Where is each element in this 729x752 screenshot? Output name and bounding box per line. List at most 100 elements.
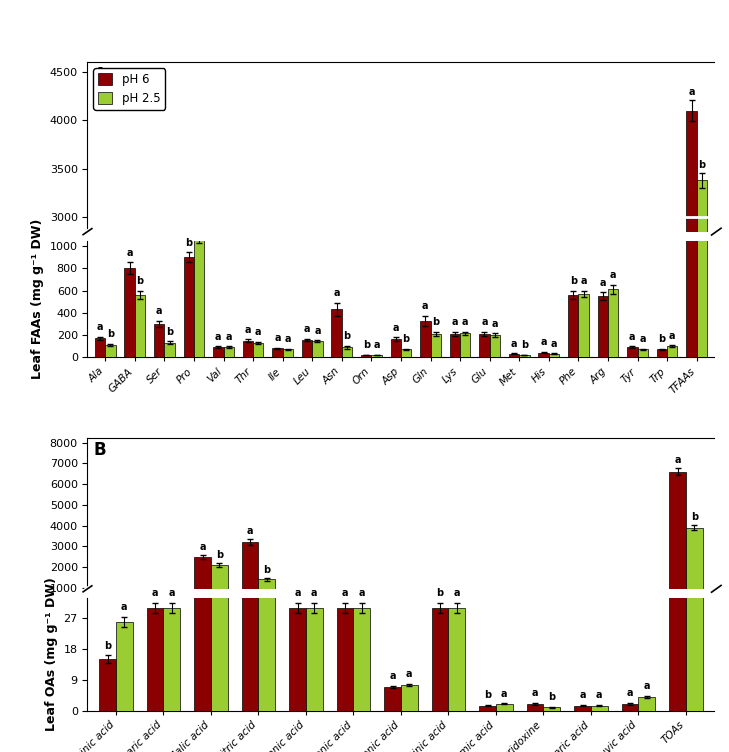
Bar [460,487,470,507]
Bar [391,339,401,357]
Text: a: a [452,317,458,327]
Text: b: b [107,329,114,339]
Bar [105,345,116,357]
Bar [211,565,227,608]
Text: b: b [569,277,577,287]
Bar [638,350,648,357]
Bar [450,487,460,507]
Bar [568,295,578,357]
Bar [450,334,460,357]
Text: b: b [432,317,440,327]
Text: a: a [304,324,311,334]
Bar [431,487,441,507]
Bar [342,499,352,507]
Text: a: a [215,332,222,341]
Bar [697,0,707,357]
Bar [253,495,263,507]
Bar [194,240,204,357]
Bar [420,475,431,507]
Text: a: a [333,288,340,298]
Text: a: a [596,690,602,701]
Bar [306,608,322,711]
Bar [598,296,608,357]
Bar [164,495,175,507]
Text: B: B [94,441,106,459]
Bar [105,496,116,507]
Bar [154,478,164,507]
Text: b: b [690,512,698,522]
Bar [154,324,164,357]
Bar [312,493,322,507]
Text: b: b [548,692,555,702]
Bar [354,608,370,711]
Bar [184,420,194,507]
Bar [622,704,639,711]
Bar [639,697,655,711]
Text: a: a [481,317,488,327]
Bar [479,487,490,507]
Text: b: b [166,327,173,337]
Text: a: a [392,323,399,333]
Bar [401,350,411,357]
Bar [480,705,496,711]
Bar [432,608,448,711]
Bar [431,334,441,357]
Bar [669,472,686,608]
Bar [135,295,145,357]
Bar [211,0,227,711]
Bar [667,498,677,507]
Bar [519,355,529,357]
Text: a: a [629,332,636,341]
Text: b: b [343,331,351,341]
Y-axis label: Leaf OAs (mg g⁻¹ DW): Leaf OAs (mg g⁻¹ DW) [45,578,58,731]
Text: a: a [389,672,396,681]
Text: a: a [422,301,429,311]
Bar [243,493,253,507]
Text: a: a [501,689,507,699]
Bar [638,500,648,507]
Bar [686,0,697,357]
Bar [195,556,211,608]
Text: a: a [599,277,606,287]
Bar [509,505,519,507]
Bar [312,341,322,357]
Bar [420,320,431,357]
Text: a: a [639,334,646,344]
Bar [591,705,607,711]
Text: $\nearrow$: $\nearrow$ [0,751,1,752]
Text: a: a [342,589,348,599]
Bar [448,608,465,711]
Bar [147,608,163,711]
Bar [519,505,529,507]
Bar [283,350,293,357]
Bar [273,348,283,357]
Text: b: b [136,277,144,287]
Text: b: b [263,565,270,575]
Text: a: a [688,86,695,97]
Bar [391,492,401,507]
Bar [539,353,549,357]
Text: a: a [152,589,158,599]
Text: a: a [295,589,301,599]
Bar [195,0,211,711]
Text: a: a [540,338,547,347]
Text: b: b [658,334,666,344]
Bar [273,499,283,507]
Bar [125,430,135,507]
Bar [95,338,105,357]
Bar [163,608,180,711]
Bar [135,453,145,507]
Bar [549,505,559,507]
Bar [578,452,589,507]
Text: a: a [669,331,676,341]
Bar [608,290,618,357]
Bar [116,622,133,711]
Text: a: a [359,589,365,599]
Bar [243,341,253,357]
Text: b: b [521,340,528,350]
Text: a: a [462,317,469,327]
Text: a: a [121,602,128,612]
Bar [490,488,500,507]
Text: a: a [274,333,281,343]
Text: b: b [437,589,444,599]
